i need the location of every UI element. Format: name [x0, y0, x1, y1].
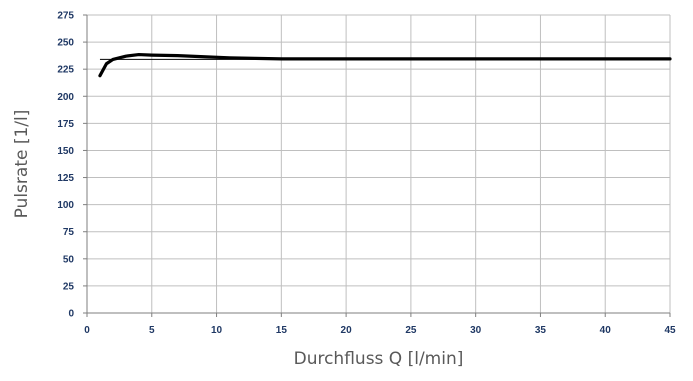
series: [98, 52, 672, 78]
x-axis-title: Durchfluss Q [l/min]: [294, 349, 464, 369]
y-tick-label: 50: [63, 254, 75, 265]
x-tick-label: 25: [405, 325, 417, 336]
grid: [87, 14, 671, 313]
x-tick-label: 35: [535, 325, 547, 336]
y-tick-label: 0: [68, 309, 74, 320]
y-tick-label: 150: [57, 146, 74, 157]
y-tick-label: 225: [57, 65, 74, 76]
x-tick-label: 0: [84, 325, 90, 336]
y-tick-label: 100: [57, 200, 74, 211]
x-tick-label: 5: [149, 325, 155, 336]
axes: [83, 14, 671, 317]
y-tick-label: 200: [57, 92, 74, 103]
y-tick-label: 75: [63, 227, 75, 238]
series-line: [98, 52, 672, 78]
x-tick-label: 10: [211, 325, 223, 336]
y-tick-label: 175: [57, 119, 74, 130]
x-tick-label: 15: [276, 325, 288, 336]
y-tick-label: 125: [57, 173, 74, 184]
y-tick-labels: 0 25 50 75 100 125 150 175 200 225 250 275: [57, 11, 74, 320]
x-tick-label: 30: [470, 325, 482, 336]
y-axis-title: Pulsrate [1/l]: [12, 110, 32, 219]
y-tick-label: 275: [57, 11, 74, 22]
y-tick-label: 25: [63, 281, 75, 292]
x-tick-label: 20: [341, 325, 353, 336]
x-tick-label: 40: [600, 325, 612, 336]
y-tick-label: 250: [57, 38, 74, 49]
x-tick-labels: 0 5 10 15 20 25 30 35 40 45: [84, 325, 676, 336]
x-tick-label: 45: [664, 325, 676, 336]
